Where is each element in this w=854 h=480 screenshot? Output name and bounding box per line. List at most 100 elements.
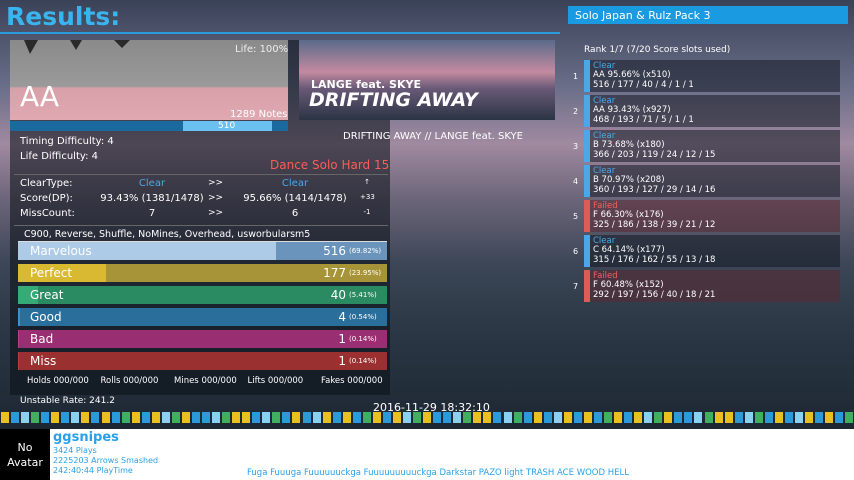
- score-line2: 292 / 197 / 156 / 40 / 18 / 21: [593, 290, 716, 300]
- compare-cell: Clear: [138, 178, 166, 189]
- judgment-row: [18, 286, 387, 304]
- strip-cell: [523, 412, 532, 423]
- strip-cell: [694, 412, 703, 423]
- judgment-bar: [18, 242, 276, 260]
- judgment-count: 177: [323, 266, 346, 280]
- strip-cell: [71, 412, 80, 423]
- score-line1: C 64.14% (x177): [593, 245, 665, 255]
- strip-cell: [493, 412, 502, 423]
- avatar-text: No Avatar: [7, 441, 43, 469]
- life-dips: [24, 40, 130, 54]
- strip-cell: [191, 412, 200, 423]
- score-line1: AA 95.66% (x510): [593, 70, 671, 80]
- combo-segment: [183, 121, 272, 131]
- strip-cell: [744, 412, 753, 423]
- other-count: Fakes 000/000: [321, 376, 383, 386]
- compare-cell: 95.66% (1414/1478): [243, 193, 347, 204]
- note-count: 1289 Notes: [230, 109, 288, 120]
- strip-cell: [1, 412, 9, 423]
- playtime: 242:40:44 PlayTime: [53, 466, 133, 475]
- score-line1: AA 93.43% (x927): [593, 105, 671, 115]
- judgment-bar: [18, 286, 38, 304]
- compare-cell: -1: [363, 208, 371, 216]
- strip-cell: [252, 412, 261, 423]
- strip-cell: [382, 412, 391, 423]
- life-label: Life: 100%: [235, 44, 289, 55]
- score-rank: 7: [573, 282, 579, 291]
- score-flag: [584, 165, 590, 197]
- score-box: [584, 130, 840, 162]
- compare-cell: 93.43% (1381/1478): [100, 193, 204, 204]
- judgment-count: 40: [330, 288, 346, 302]
- score-flag: [584, 200, 590, 232]
- strip-cell: [684, 412, 693, 423]
- score-flag: [584, 235, 590, 267]
- arrows: 2225203 Arrows Smashed: [53, 456, 159, 465]
- judgment-name: Marvelous: [30, 244, 92, 258]
- judgment-percent: (0.14%): [349, 357, 377, 365]
- strip-cell: [443, 412, 452, 423]
- combo-bar: [10, 121, 288, 131]
- compare-cell: +33: [360, 193, 375, 201]
- judgment-row: [18, 308, 387, 326]
- banner-artist: LANGE feat. SKYE: [311, 78, 421, 91]
- strip-cell: [222, 412, 231, 423]
- score-line2: 360 / 193 / 127 / 29 / 14 / 16: [593, 185, 716, 195]
- compare-cell: >>: [208, 193, 224, 203]
- strip-cell: [433, 412, 442, 423]
- strip-cell: [503, 412, 512, 423]
- pack-box: [568, 6, 848, 24]
- strip-cell: [805, 412, 813, 423]
- judgment-name: Great: [30, 288, 64, 302]
- modifiers-rule: [18, 241, 387, 242]
- plays: 3424 Plays: [53, 446, 97, 455]
- strip-cell: [815, 412, 824, 423]
- score-status: Clear: [593, 61, 616, 71]
- chart-difficulty: Dance Solo Hard 15: [270, 158, 390, 172]
- strip-cell: [51, 412, 60, 423]
- judgment-percent: (0.14%): [349, 335, 377, 343]
- judgment-bar: [18, 330, 19, 348]
- score-line2: 516 / 177 / 40 / 4 / 1 / 1: [593, 80, 694, 90]
- compare-cell: >>: [208, 208, 224, 218]
- strip-cell: [131, 412, 140, 423]
- strip-cell: [392, 412, 401, 423]
- strip-cell: [151, 412, 160, 423]
- strip-cell: [111, 412, 120, 423]
- strip-cell: [794, 412, 803, 423]
- score-box: [584, 200, 840, 232]
- strip-cell: [121, 412, 130, 423]
- title: Results:: [6, 2, 121, 31]
- judgment-count: 4: [338, 310, 346, 324]
- judgment-name: Bad: [30, 332, 54, 346]
- score-flag: [584, 95, 590, 127]
- strip-cell: [583, 412, 592, 423]
- strip-cell: [724, 412, 733, 423]
- strip-cell: [563, 412, 572, 423]
- strip-cell: [11, 412, 20, 423]
- strip-cell: [302, 412, 311, 423]
- judgment-row: [18, 330, 387, 348]
- strip-cell: [714, 412, 723, 423]
- score-flag: [584, 60, 590, 92]
- date: 2016-11-29 18:32:10: [373, 401, 490, 414]
- compare-cell: MissCount:: [20, 208, 75, 219]
- strip-cell: [614, 412, 623, 423]
- score-line1: B 73.68% (x180): [593, 140, 665, 150]
- compare-box: [14, 174, 388, 226]
- compare-cell: 6: [291, 208, 299, 219]
- judgment-name: Good: [30, 310, 62, 324]
- strip-cell: [734, 412, 743, 423]
- song-info: DRIFTING AWAY // LANGE feat. SKYE: [343, 131, 523, 142]
- score-box: [584, 270, 840, 302]
- avatar-box: [0, 429, 50, 480]
- judgment-bar: [18, 264, 107, 282]
- score-line1: B 70.97% (x208): [593, 175, 665, 185]
- strip-cell: [533, 412, 542, 423]
- strip-cell: [704, 412, 713, 423]
- strip-cell: [342, 412, 351, 423]
- score-box: [584, 235, 840, 267]
- grade: AA: [20, 80, 60, 113]
- score-box: [584, 165, 840, 197]
